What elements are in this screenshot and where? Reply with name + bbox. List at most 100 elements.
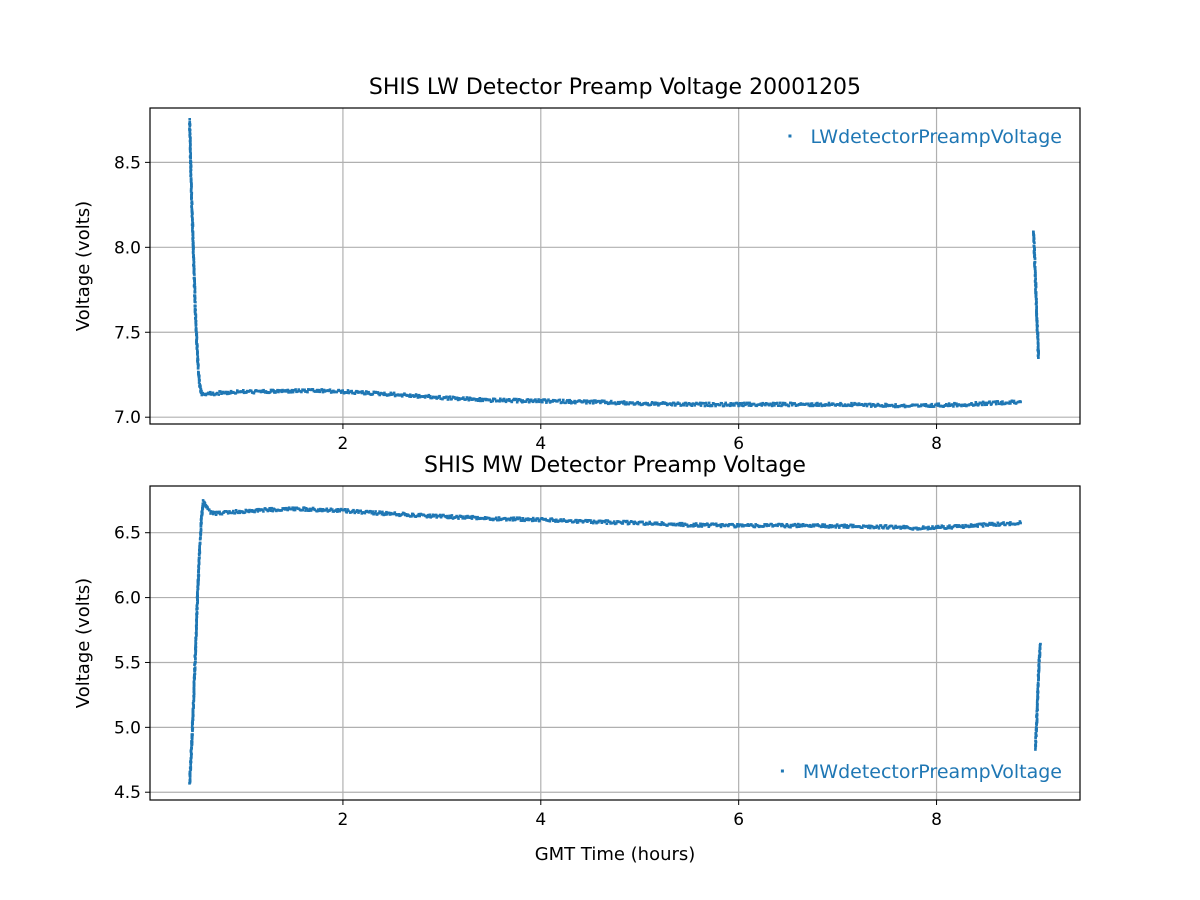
- mw-data-point: [903, 526, 907, 530]
- lw-data-point: [398, 394, 402, 397]
- lw-data-point: [691, 402, 695, 405]
- lw-data-point: [826, 403, 829, 407]
- mw-data-point: [765, 523, 769, 526]
- mw-data-point: [191, 729, 194, 732]
- mw-data-point: [1034, 743, 1037, 746]
- lw-data-point: [566, 399, 569, 402]
- lw-data-point: [653, 403, 656, 406]
- lw-data-point: [196, 343, 199, 347]
- lw-data-point: [403, 393, 407, 396]
- mw-data-point: [838, 526, 841, 529]
- mw-data-point: [699, 522, 702, 526]
- mw-data-point: [874, 526, 878, 529]
- lw-data-point: [622, 402, 625, 405]
- lw-data-point: [902, 403, 906, 407]
- lw-data-point: [809, 402, 812, 406]
- mw-data-point: [561, 519, 565, 523]
- lw-data-point: [934, 403, 937, 407]
- lw-data-point: [562, 398, 565, 402]
- mw-data-point: [647, 522, 650, 525]
- mw-data-point: [842, 525, 846, 529]
- lw-data-point: [515, 400, 519, 404]
- lw-data-point: [1036, 343, 1040, 346]
- mw-data-point: [465, 516, 468, 519]
- mw-data-point: [197, 573, 201, 577]
- lw-data-point: [648, 403, 651, 407]
- lw-data-points: [188, 118, 1040, 409]
- mw-data-point: [767, 524, 771, 527]
- mw-data-point: [847, 524, 851, 528]
- lw-data-point: [764, 403, 767, 407]
- lw-data-point: [489, 400, 493, 403]
- mw-data-point: [354, 510, 357, 513]
- mw-data-point: [740, 524, 744, 528]
- lw-data-point: [636, 400, 639, 404]
- mw-data-points: [188, 499, 1042, 785]
- lw-data-point: [1033, 248, 1036, 251]
- lw-data-point: [196, 348, 199, 352]
- mw-data-point: [746, 523, 750, 526]
- mw-data-point: [823, 523, 826, 526]
- mw-data-point: [447, 516, 450, 520]
- mw-data-point: [200, 520, 203, 523]
- lw-data-point: [865, 404, 869, 408]
- mw-data-point: [233, 512, 237, 515]
- lw-grid: [150, 108, 1080, 424]
- lw-data-point: [208, 390, 212, 394]
- mw-data-point: [195, 623, 198, 627]
- lw-ytick-label-1: 7.5: [114, 323, 141, 343]
- mw-data-point: [191, 702, 195, 705]
- lw-data-point: [892, 405, 895, 408]
- mw-data-point: [285, 506, 288, 510]
- mw-data-point: [573, 520, 576, 523]
- mw-data-point: [293, 508, 297, 512]
- mw-data-point: [868, 524, 871, 528]
- lw-data-point: [211, 391, 215, 395]
- mw-data-point: [404, 513, 408, 516]
- mw-data-point: [189, 748, 193, 752]
- lw-data-point: [690, 404, 694, 407]
- mw-data-point: [194, 640, 197, 643]
- lw-data-point: [394, 393, 398, 397]
- lw-data-point: [992, 400, 996, 404]
- lw-data-point: [707, 401, 711, 405]
- lw-data-point: [993, 400, 997, 403]
- lw-data-point: [781, 401, 785, 405]
- mw-data-point: [676, 522, 679, 526]
- mw-data-point: [438, 513, 442, 517]
- lw-data-point: [196, 360, 200, 363]
- lw-data-point: [191, 230, 195, 234]
- lw-data-point: [311, 388, 315, 391]
- mw-data-point: [191, 727, 195, 730]
- lw-data-point: [464, 398, 467, 401]
- lw-data-point: [1034, 294, 1038, 297]
- mw-data-point: [521, 517, 525, 520]
- lw-data-point: [459, 397, 462, 401]
- mw-data-point: [194, 647, 197, 651]
- mw-data-point: [776, 524, 779, 528]
- mw-data-point: [948, 524, 951, 527]
- lw-data-point: [749, 402, 752, 406]
- lw-data-point: [837, 403, 840, 406]
- mw-data-point: [960, 525, 963, 529]
- lw-data-point: [194, 313, 198, 317]
- mw-data-point: [190, 747, 193, 750]
- mw-data-point: [645, 521, 648, 525]
- lw-data-point: [341, 389, 344, 392]
- lw-data-point: [952, 405, 955, 408]
- mw-data-point: [764, 523, 767, 526]
- mw-data-point: [830, 524, 833, 527]
- mw-data-point: [442, 513, 445, 517]
- lw-data-point: [191, 252, 195, 255]
- lw-data-point: [625, 401, 628, 404]
- lw-data-point: [1032, 232, 1035, 236]
- mw-data-point: [474, 516, 477, 519]
- mw-data-point: [732, 524, 736, 527]
- mw-data-point: [634, 521, 637, 525]
- mw-data-point: [538, 519, 541, 522]
- mw-data-point: [711, 522, 714, 525]
- lw-data-point: [921, 403, 924, 407]
- lw-data-point: [193, 280, 196, 284]
- lw-data-point: [194, 323, 198, 326]
- lw-data-point: [200, 389, 203, 393]
